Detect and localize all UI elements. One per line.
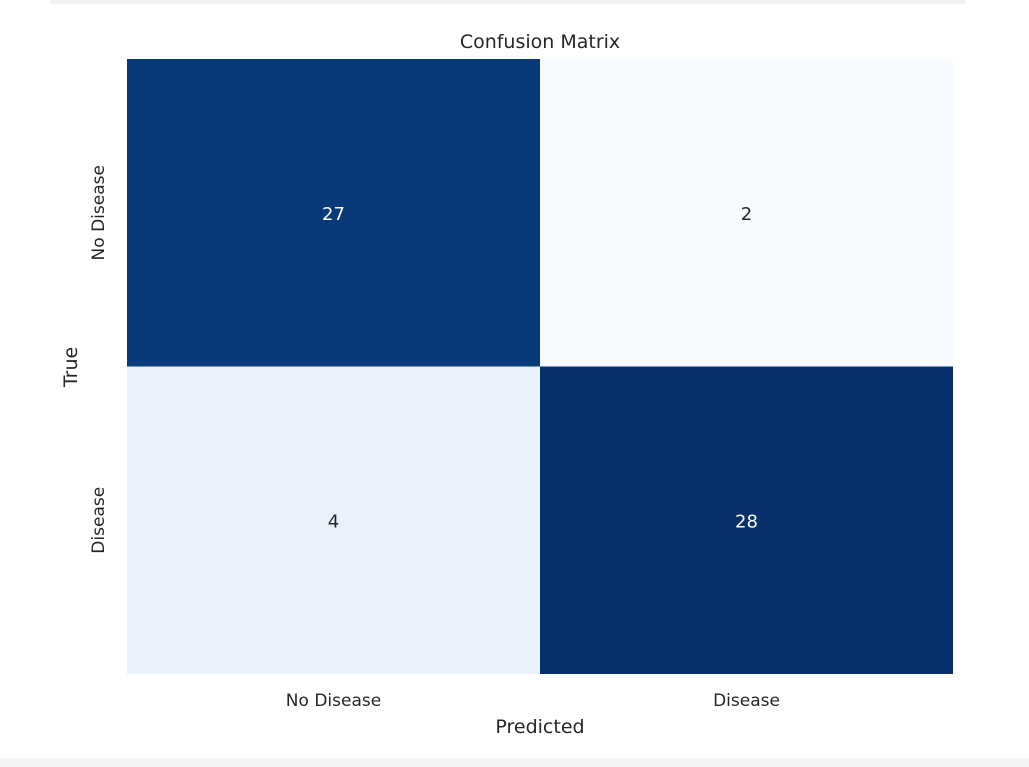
chart-title: Confusion Matrix xyxy=(460,31,620,53)
cell-value-r0-c1: 2 xyxy=(741,204,752,225)
x-tick-label: Disease xyxy=(713,691,780,711)
heatmap-cell-r0-c0 xyxy=(127,59,540,367)
heatmap-cell-r0-c1 xyxy=(540,59,953,367)
x-tick-label: No Disease xyxy=(286,691,381,711)
heatmap-cell-r1-c0 xyxy=(127,366,540,674)
heatmap-cell-r1-c1 xyxy=(540,366,953,674)
y-tick-label: Disease xyxy=(89,487,109,554)
y-tick-labels: No Disease Disease xyxy=(89,165,109,554)
y-tick-label: No Disease xyxy=(89,165,109,260)
x-axis-label: Predicted xyxy=(495,716,584,738)
cell-value-r1-c0: 4 xyxy=(328,511,339,532)
x-tick-labels: No Disease Disease xyxy=(286,691,780,711)
bottom-border-strip xyxy=(0,758,1029,767)
y-axis-label: True xyxy=(60,347,82,388)
heatmap-cells: 27 2 4 28 xyxy=(127,59,953,674)
cell-value-r1-c1: 28 xyxy=(735,511,758,532)
top-border-strip xyxy=(50,0,965,4)
cell-value-r0-c0: 27 xyxy=(322,204,345,225)
